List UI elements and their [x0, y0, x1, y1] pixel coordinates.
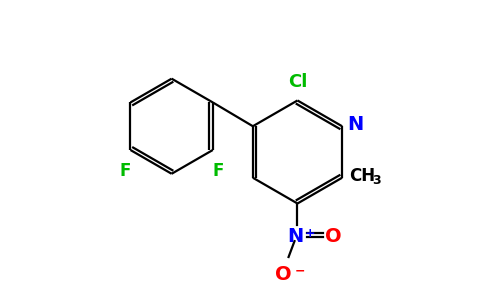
Text: −: −	[294, 265, 305, 278]
Text: +: +	[304, 227, 315, 240]
Text: F: F	[212, 162, 224, 180]
Text: CH: CH	[349, 167, 375, 185]
Text: N: N	[347, 115, 363, 134]
Text: N: N	[287, 227, 303, 246]
Text: F: F	[120, 162, 131, 180]
Text: Cl: Cl	[288, 73, 307, 91]
Text: O: O	[275, 265, 292, 284]
Text: 3: 3	[372, 174, 380, 187]
Text: O: O	[325, 227, 342, 246]
